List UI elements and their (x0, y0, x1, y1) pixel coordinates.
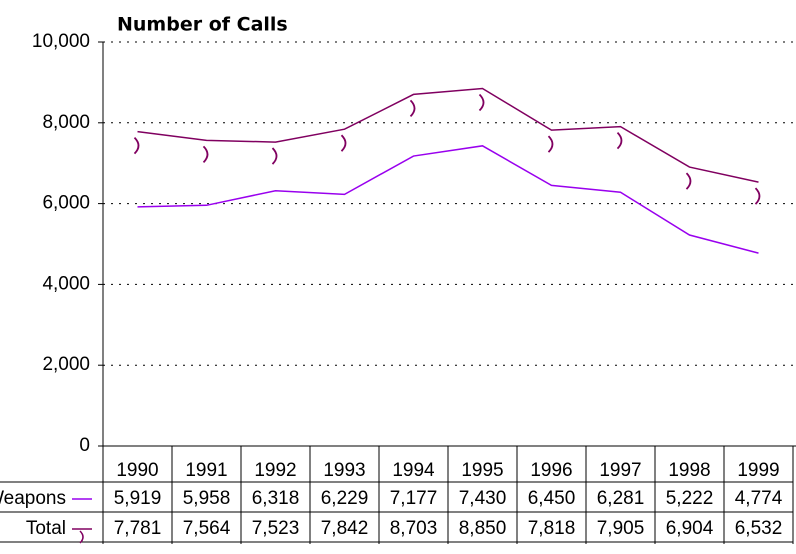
x-tick-label: 1994 (392, 460, 435, 481)
legend-marker (79, 530, 84, 544)
x-tick-label: 1996 (530, 460, 572, 481)
x-tick-label: 1998 (668, 460, 710, 481)
marker (685, 172, 692, 190)
x-tick-label: 1993 (323, 460, 365, 481)
x-tick-label: 1997 (599, 460, 641, 481)
y-tick-label: 4,000 (42, 273, 90, 294)
data-label: 7,818 (528, 518, 576, 539)
y-tick-label: 10,000 (32, 31, 90, 52)
chart-title: Number of Calls (117, 14, 288, 36)
legend-label: Total (26, 518, 66, 539)
marker (409, 99, 416, 118)
y-tick-label: 0 (79, 435, 90, 456)
data-label: 6,904 (666, 518, 714, 539)
x-tick-label: 1992 (254, 460, 296, 481)
series-line (137, 87, 759, 183)
x-tick-label: 1991 (185, 460, 227, 481)
y-tick-label: 6,000 (42, 193, 90, 214)
marker (271, 147, 278, 165)
data-label: 7,430 (459, 488, 507, 509)
marker (547, 135, 554, 153)
data-label: 8,703 (390, 518, 438, 539)
marker (133, 137, 140, 155)
data-label: 7,842 (321, 518, 369, 539)
data-label: 7,564 (183, 518, 231, 539)
data-label: 7,905 (597, 518, 645, 539)
data-label: 4,774 (735, 488, 783, 509)
data-label: 8,850 (459, 518, 507, 539)
data-label: 6,229 (321, 488, 369, 509)
marker (340, 134, 347, 152)
series-line (137, 145, 759, 254)
data-label: 5,958 (183, 488, 231, 509)
x-tick-label: 1995 (461, 460, 503, 481)
y-tick-label: 8,000 (42, 112, 90, 133)
data-label: 7,523 (252, 518, 300, 539)
y-tick-label: 2,000 (42, 354, 90, 375)
data-label: 6,532 (735, 518, 783, 539)
data-label: 6,450 (528, 488, 576, 509)
data-label: 6,318 (252, 488, 300, 509)
marker (478, 93, 485, 112)
marker (754, 187, 761, 205)
data-label: 5,919 (114, 488, 162, 509)
data-label: 5,222 (666, 488, 714, 509)
data-label: 6,281 (597, 488, 645, 509)
x-tick-label: 1990 (116, 460, 158, 481)
data-label: 7,781 (114, 518, 162, 539)
marker (616, 132, 623, 150)
data-label: 7,177 (390, 488, 438, 509)
x-tick-label: 1999 (737, 460, 779, 481)
legend-label: Weapons (0, 488, 66, 509)
marker (202, 145, 209, 164)
